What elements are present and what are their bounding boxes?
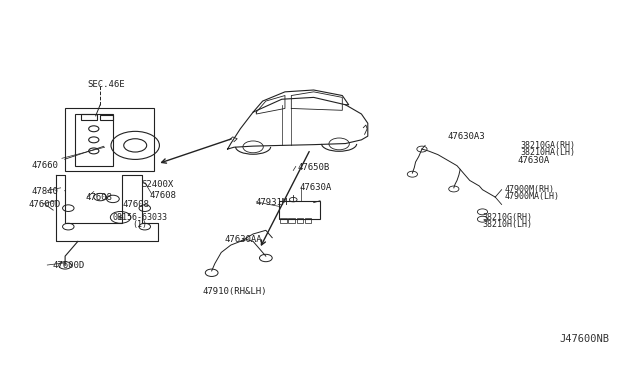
Text: 47900M(RH): 47900M(RH) (505, 185, 555, 194)
Text: 47608: 47608 (122, 200, 149, 209)
Text: 08156-63033: 08156-63033 (113, 213, 168, 222)
Text: S2400X: S2400X (141, 180, 174, 189)
Text: 47600D: 47600D (28, 200, 60, 209)
Text: 47600D: 47600D (52, 261, 84, 270)
Text: 47900MA(LH): 47900MA(LH) (505, 192, 560, 201)
Bar (305, 218, 312, 223)
Bar (100, 115, 113, 119)
Bar (65, 109, 154, 171)
Text: 38210H(LH): 38210H(LH) (483, 220, 532, 229)
Text: 47608: 47608 (86, 193, 113, 202)
Text: 47840: 47840 (32, 187, 59, 196)
Text: SEC.46E: SEC.46E (88, 80, 125, 89)
Text: 47630AA: 47630AA (225, 235, 262, 244)
Text: 38210G(RH): 38210G(RH) (483, 213, 532, 222)
Bar (278, 201, 320, 219)
Text: 47608: 47608 (149, 191, 176, 200)
Text: 47630A: 47630A (518, 155, 550, 165)
Bar (75, 114, 113, 166)
Text: 47660: 47660 (32, 161, 59, 170)
Bar (280, 218, 287, 223)
Text: 38210GA(RH): 38210GA(RH) (521, 141, 576, 150)
Text: ⊕: ⊕ (118, 215, 124, 221)
Text: 47650B: 47650B (297, 163, 330, 172)
Bar (289, 218, 295, 223)
Text: (1): (1) (132, 220, 147, 229)
Bar (297, 218, 303, 223)
Text: J47600NB: J47600NB (559, 334, 609, 344)
Bar (81, 114, 97, 119)
Text: 47630A3: 47630A3 (447, 132, 485, 141)
Text: 47931M: 47931M (255, 198, 287, 207)
Text: 47630A: 47630A (300, 183, 332, 192)
Text: 47910(RH&LH): 47910(RH&LH) (202, 287, 267, 296)
Text: 38210HA(LH): 38210HA(LH) (521, 148, 576, 157)
